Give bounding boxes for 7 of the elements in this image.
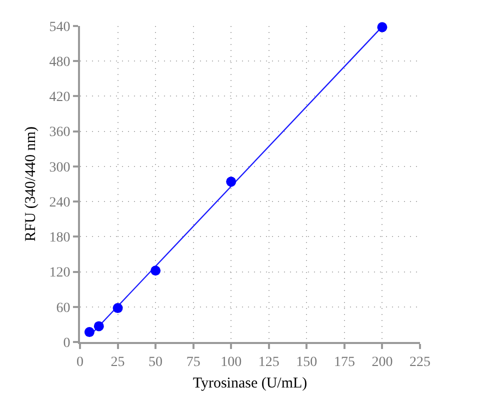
point <box>377 22 388 32</box>
y-tick-label: 480 <box>49 55 70 70</box>
x-tick-label: 225 <box>410 354 430 370</box>
y-tick-label: 540 <box>49 20 70 35</box>
y-tick-label: 420 <box>49 90 70 106</box>
x-tick-label: 175 <box>334 354 355 370</box>
x-tick-label: 200 <box>372 354 393 370</box>
